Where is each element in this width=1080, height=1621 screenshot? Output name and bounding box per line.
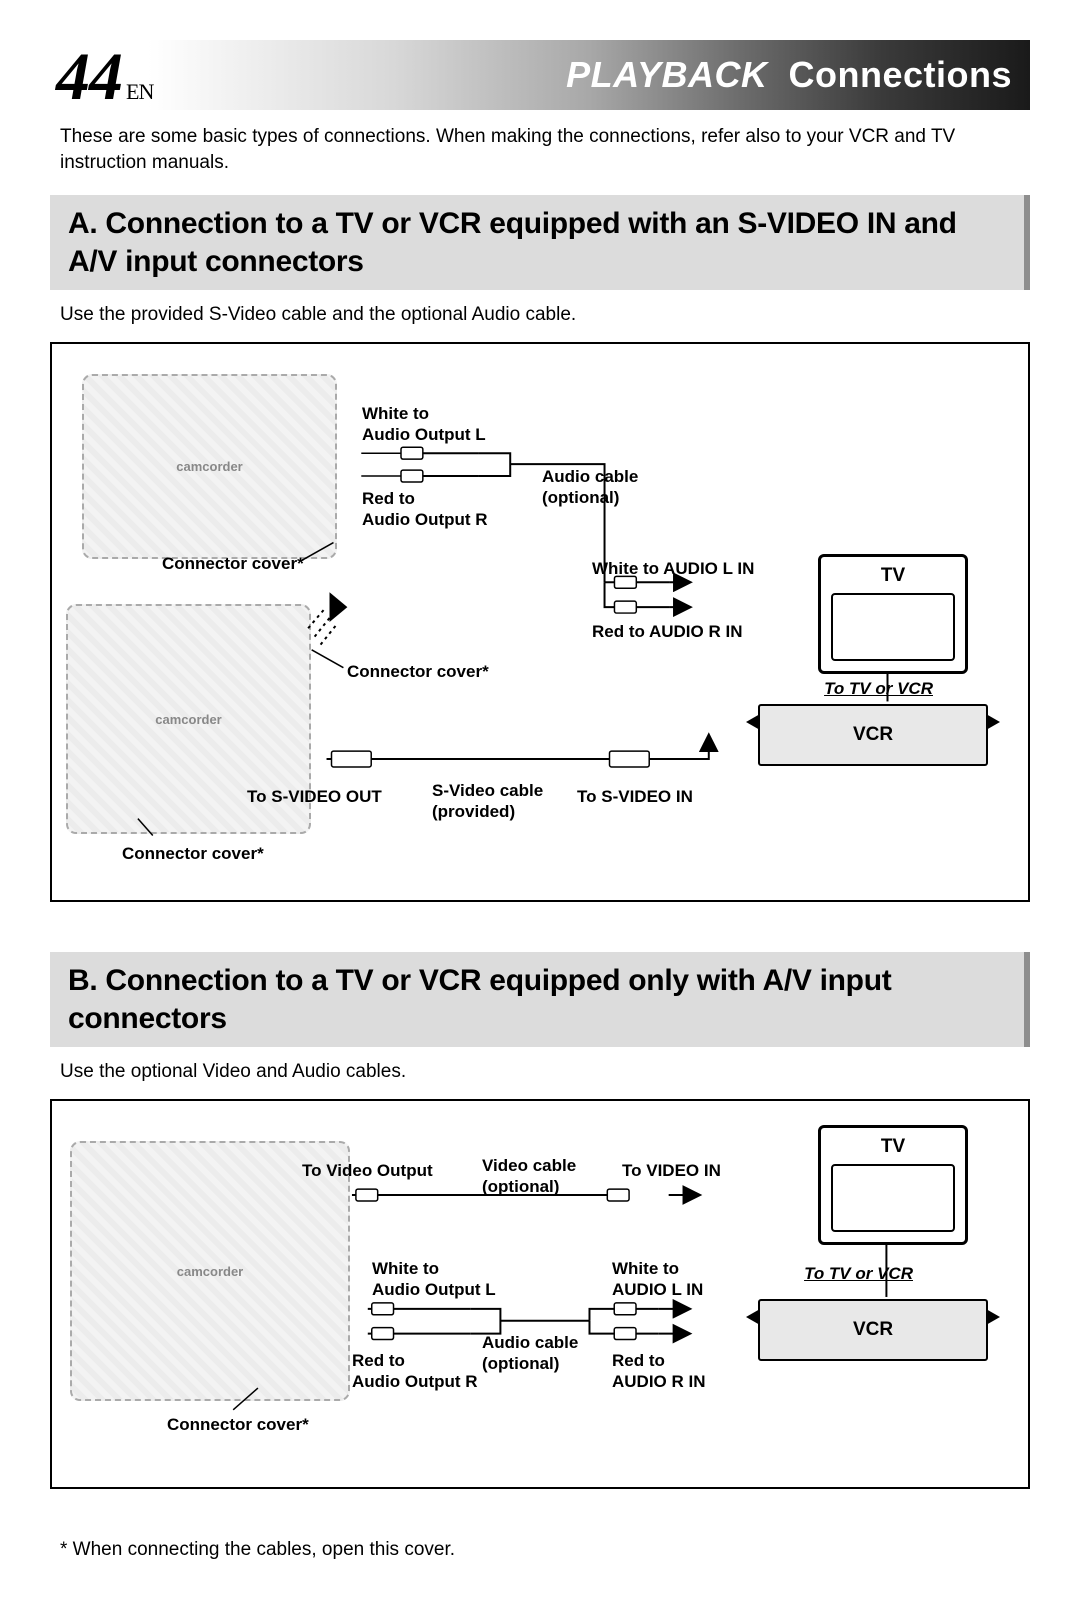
lbl-connector-cover-b: Connector cover* — [167, 1415, 309, 1435]
tv-label-b: TV — [881, 1136, 905, 1158]
lbl-red-audio-out-r: Red to Audio Output R — [362, 489, 488, 530]
header-title-rest: Connections — [788, 54, 1012, 95]
lbl-s-video-cable-prov: S-Video cable (provided) — [432, 781, 543, 822]
section-b-sub: Use the optional Video and Audio cables. — [60, 1061, 1020, 1083]
lbl-to-s-video-in: To S-VIDEO IN — [577, 787, 693, 807]
vcr-label: VCR — [853, 724, 893, 746]
lbl-red-audio-out-r-b: Red to Audio Output R — [352, 1351, 478, 1392]
tv-device-b: TV — [818, 1125, 968, 1245]
lbl-white-audio-l-in: White to AUDIO L IN — [592, 559, 754, 579]
lbl-to-video-output: To Video Output — [302, 1161, 433, 1181]
page-lang: EN — [126, 79, 153, 104]
lbl-video-cable-opt: Video cable (optional) — [482, 1156, 576, 1197]
vcr-device: VCR — [758, 704, 988, 766]
header-title-em: PLAYBACK — [566, 54, 767, 95]
section-a-heading: A. Connection to a TV or VCR equipped wi… — [50, 195, 1030, 290]
lbl-connector-cover-3: Connector cover* — [122, 844, 264, 864]
diagram-a: camcorder camcorder TV VCR White to Audi… — [50, 342, 1030, 902]
lbl-audio-cable-opt-b: Audio cable (optional) — [482, 1333, 578, 1374]
lbl-connector-cover-1: Connector cover* — [162, 554, 304, 574]
lbl-to-s-video-out: To S-VIDEO OUT — [247, 787, 382, 807]
lbl-to-tv-or-vcr-b: To TV or VCR — [804, 1264, 913, 1284]
section-b-heading-text: B. Connection to a TV or VCR equipped on… — [68, 962, 1010, 1037]
lbl-to-tv-or-vcr: To TV or VCR — [824, 679, 933, 699]
lbl-audio-cable-opt: Audio cable (optional) — [542, 467, 638, 508]
vcr-label-b: VCR — [853, 1319, 893, 1341]
lbl-red-audio-r-in: Red to AUDIO R IN — [592, 622, 742, 642]
camcorder-placeholder-top: camcorder — [82, 374, 337, 559]
lbl-white-audio-out-l-b: White to Audio Output L — [372, 1259, 496, 1300]
section-a-heading-text: A. Connection to a TV or VCR equipped wi… — [68, 205, 1010, 280]
page-header: 44EN PLAYBACK Connections — [50, 40, 1030, 110]
tv-device: TV — [818, 554, 968, 674]
lbl-to-video-in: To VIDEO IN — [622, 1161, 721, 1181]
tv-label: TV — [881, 565, 905, 587]
lbl-red-audio-r-in-b: Red to AUDIO R IN — [612, 1351, 706, 1392]
header-title: PLAYBACK Connections — [566, 54, 1012, 96]
vcr-device-b: VCR — [758, 1299, 988, 1361]
lbl-connector-cover-2: Connector cover* — [347, 662, 489, 682]
lbl-white-audio-l-in-b: White to AUDIO L IN — [612, 1259, 703, 1300]
intro-text: These are some basic types of connection… — [60, 124, 1020, 175]
diagram-b: camcorder TV VCR To Video Output Video c… — [50, 1099, 1030, 1489]
footnote: * When connecting the cables, open this … — [60, 1539, 1020, 1561]
section-b-heading: B. Connection to a TV or VCR equipped on… — [50, 952, 1030, 1047]
page-number: 44EN — [56, 42, 153, 110]
lbl-white-audio-out-l: White to Audio Output L — [362, 404, 486, 445]
page-number-value: 44 — [56, 38, 122, 114]
section-a-sub: Use the provided S-Video cable and the o… — [60, 304, 1020, 326]
